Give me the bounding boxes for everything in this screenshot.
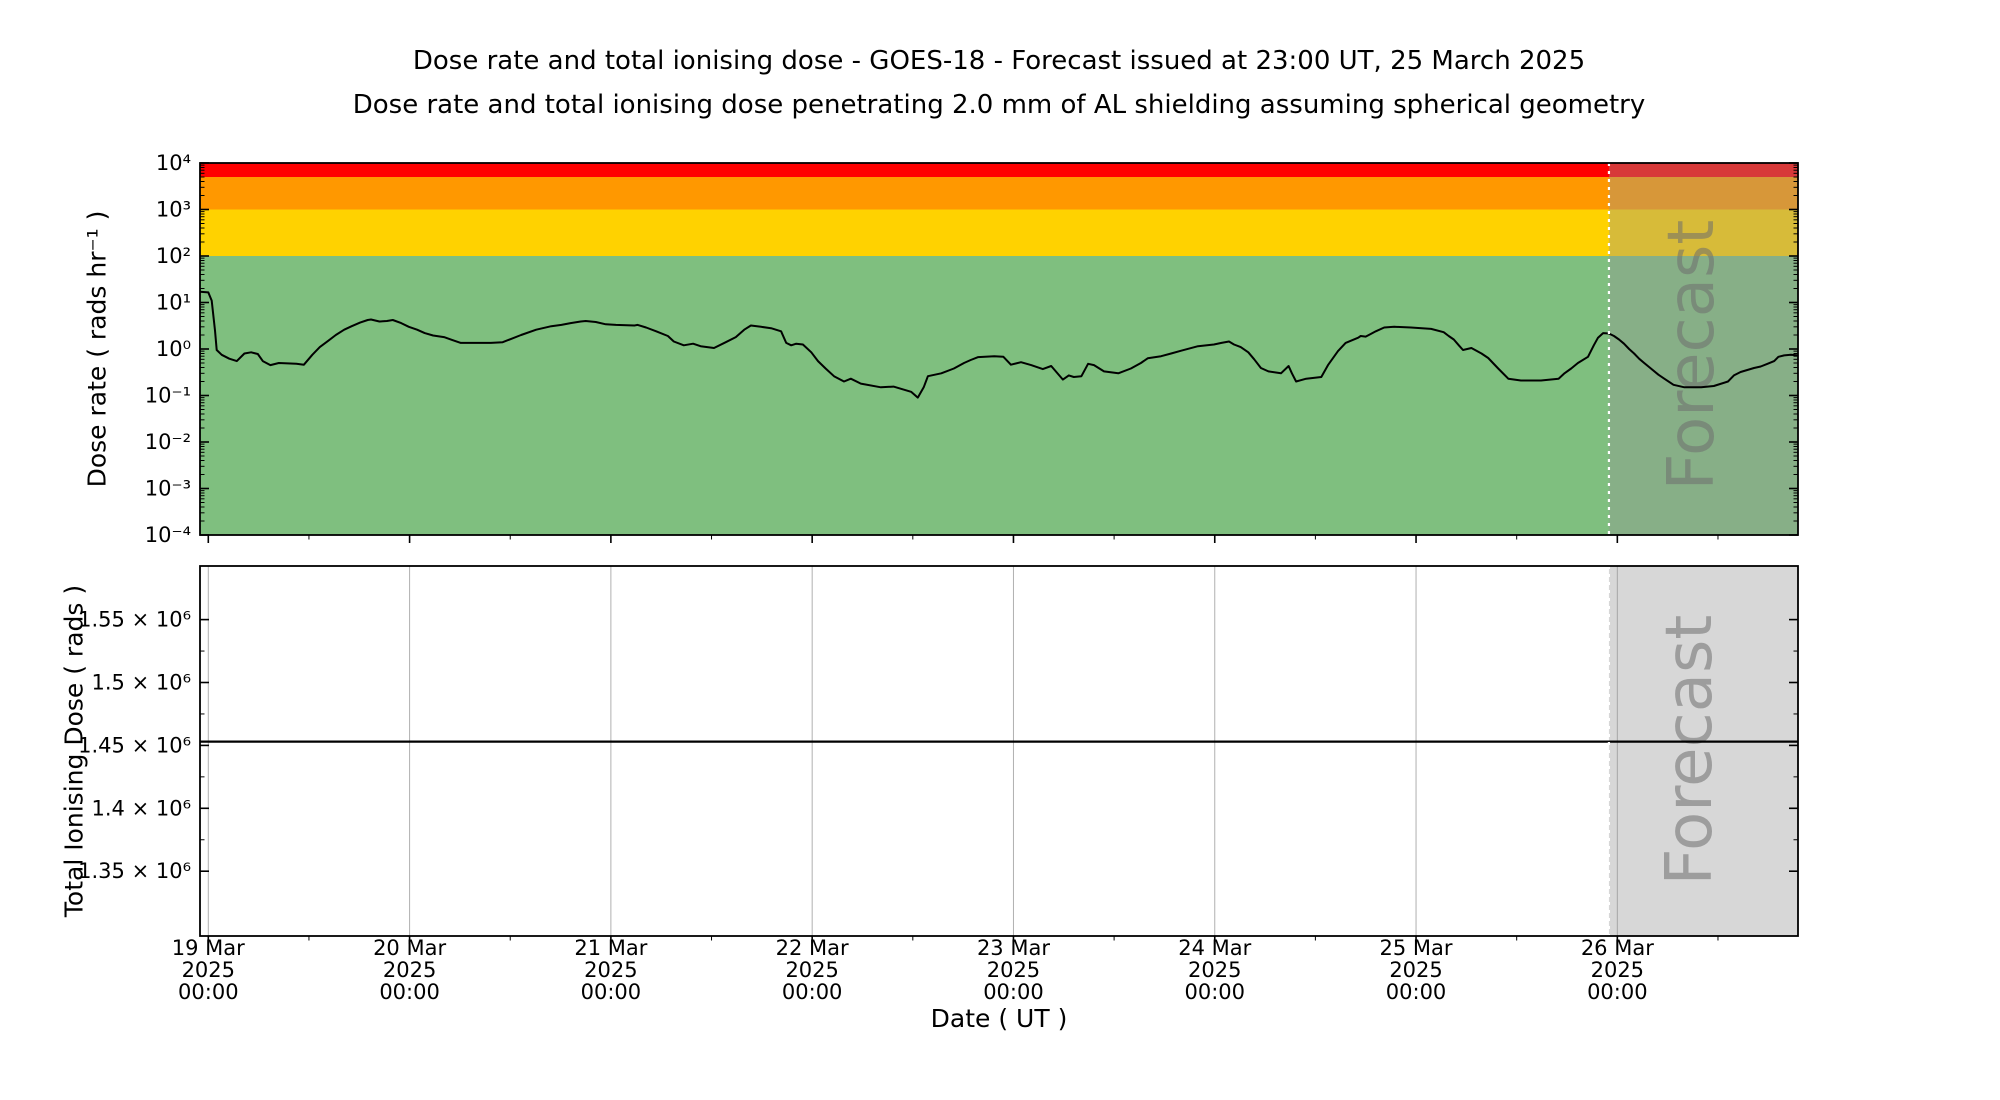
dose-rate-ytick-label: 10²	[156, 244, 191, 268]
x-axis-label: Date ( UT )	[931, 1004, 1068, 1033]
xtick-label: 00:00	[983, 980, 1044, 1004]
xtick-label: 20 Mar	[373, 936, 446, 960]
xtick-label: 21 Mar	[574, 936, 647, 960]
xtick-label: 25 Mar	[1380, 936, 1453, 960]
xtick-label: 00:00	[782, 980, 843, 1004]
dose-rate-ytick-label: 10⁻⁴	[145, 523, 191, 547]
xtick-label: 24 Mar	[1178, 936, 1251, 960]
xtick-label: 2025	[182, 958, 235, 982]
dose-rate-ytick-label: 10⁴	[156, 151, 191, 175]
total-dose-spine	[199, 565, 1799, 937]
xtick-label: 2025	[1591, 958, 1644, 982]
xtick-label: 2025	[785, 958, 838, 982]
forecast-overlay-total-dose	[1608, 566, 1798, 936]
forecast-label-top: Forecast	[1655, 220, 1729, 491]
xtick-label: 2025	[1389, 958, 1442, 982]
chart-subtitle: Dose rate and total ionising dose penetr…	[352, 90, 1646, 120]
forecast-label-bottom: Forecast	[1653, 615, 1727, 886]
band-red	[200, 163, 1798, 177]
xtick-label: 22 Mar	[776, 936, 849, 960]
xtick-label: 00:00	[1587, 980, 1648, 1004]
dose-rate-curve	[199, 290, 1798, 399]
xtick-label: 23 Mar	[977, 936, 1050, 960]
dose-rate-axis-label: Dose rate ( rads hr⁻¹ )	[83, 211, 112, 488]
xtick-label: 2025	[383, 958, 436, 982]
xtick-label: 19 Mar	[172, 936, 245, 960]
xtick-label: 2025	[584, 958, 637, 982]
dose-rate-ytick-label: 10⁻³	[145, 477, 191, 501]
total-dose-ytick-label: 1.5 × 10⁶	[92, 671, 191, 695]
total-dose-ytick-label: 1.4 × 10⁶	[92, 796, 191, 820]
dose-rate-ytick-label: 10⁻²	[145, 430, 191, 454]
total-dose-ytick-label: 1.55 × 10⁶	[78, 608, 191, 632]
chart-title: Dose rate and total ionising dose - GOES…	[412, 46, 1586, 76]
xtick-label: 00:00	[379, 980, 440, 1004]
band-green	[200, 256, 1798, 535]
total-dose-ytick-label: 1.35 × 10⁶	[78, 859, 191, 883]
xtick-label: 2025	[987, 958, 1040, 982]
xtick-label: 00:00	[1386, 980, 1447, 1004]
dose-rate-ytick-label: 10¹	[156, 291, 191, 315]
xtick-label: 26 Mar	[1581, 936, 1654, 960]
total-dose-axis-label: Total Ionising Dose ( rads )	[60, 585, 89, 918]
dose-rate-ytick-label: 10⁰	[156, 337, 191, 361]
xtick-label: 00:00	[581, 980, 642, 1004]
total-dose-ytick-label: 1.45 × 10⁶	[78, 733, 191, 757]
xtick-label: 2025	[1188, 958, 1241, 982]
forecast-overlay-dose-rate	[1608, 163, 1798, 535]
xtick-label: 00:00	[178, 980, 239, 1004]
dose-rate-ytick-label: 10³	[156, 198, 191, 222]
band-orange	[200, 176, 1798, 210]
band-yellow	[200, 209, 1798, 256]
dose-rate-ytick-label: 10⁻¹	[145, 384, 191, 408]
xtick-label: 00:00	[1184, 980, 1245, 1004]
